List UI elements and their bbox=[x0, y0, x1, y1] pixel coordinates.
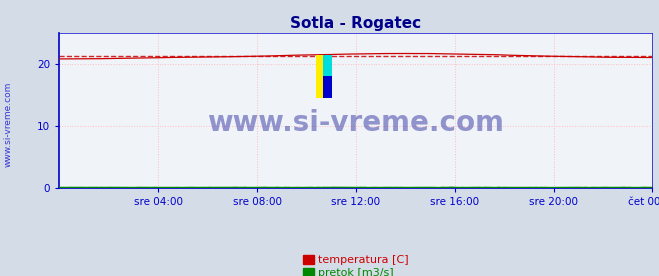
Text: www.si-vreme.com: www.si-vreme.com bbox=[3, 81, 13, 167]
Title: Sotla - Rogatec: Sotla - Rogatec bbox=[291, 15, 421, 31]
Polygon shape bbox=[323, 76, 332, 98]
Legend: temperatura [C], pretok [m3/s]: temperatura [C], pretok [m3/s] bbox=[302, 255, 409, 276]
Text: www.si-vreme.com: www.si-vreme.com bbox=[208, 109, 504, 137]
Polygon shape bbox=[323, 55, 332, 79]
Polygon shape bbox=[316, 55, 325, 98]
